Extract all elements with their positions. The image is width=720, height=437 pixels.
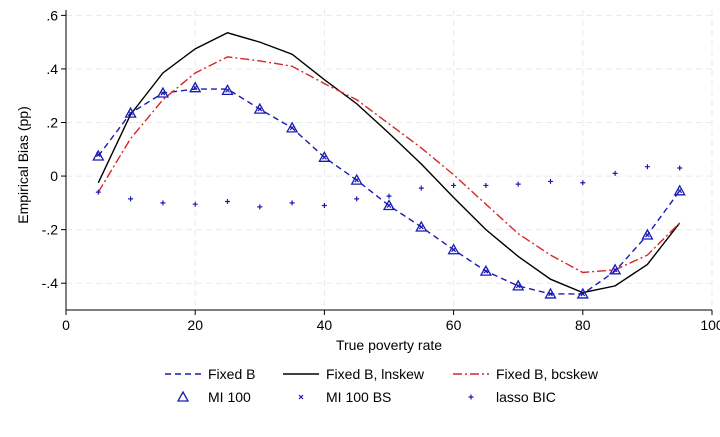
point-lasso-bic [257, 204, 263, 210]
point-mi-100-bs [677, 188, 683, 194]
point-lasso-bic [580, 180, 586, 186]
point-lasso-bic [354, 196, 360, 202]
legend-label-mi-100-bs: MI 100 BS [326, 389, 391, 405]
y-tick-label: .2 [46, 115, 58, 131]
point-mi-100 [253, 102, 266, 114]
y-axis-label: Empirical Bias (pp) [15, 106, 31, 223]
point-lasso-bic [515, 181, 521, 187]
axes: 0 20 40 60 80 100 -.4 -.2 0 .2 .4 .6 [42, 7, 720, 333]
point-lasso-bic [321, 203, 327, 209]
point-mi-100 [512, 279, 525, 291]
legend-label-mi-100: MI 100 [208, 389, 251, 405]
point-mi-100 [382, 199, 396, 211]
point-mi-100 [318, 150, 331, 162]
point-lasso-bic [483, 182, 489, 188]
point-mi-100 [285, 121, 299, 133]
point-mi-100-bs [128, 110, 134, 116]
point-mi-100-bs [354, 177, 360, 183]
series-line-fixed-b-lnskew [97, 32, 681, 294]
point-mi-100-bs [160, 90, 166, 96]
point-mi-100 [544, 287, 557, 299]
point-mi-100-bs [321, 154, 327, 160]
point-mi-100-bs [580, 291, 586, 297]
legend-label-fixed-b-bcskew: Fixed B, bcskew [496, 366, 599, 382]
point-mi-100 [350, 173, 363, 185]
point-mi-100 [641, 228, 654, 240]
point-mi-100 [156, 86, 170, 98]
plot-area [92, 32, 686, 299]
series-line-fixed-b-bcskew [97, 56, 681, 274]
x-tick-label: 40 [317, 317, 333, 333]
point-mi-100-bs [418, 224, 424, 230]
y-tick-label: .6 [46, 7, 58, 23]
point-mi-100 [479, 264, 493, 276]
point-mi-100 [447, 243, 460, 255]
point-mi-100-bs [548, 291, 553, 297]
gridlines [65, 10, 713, 310]
x-tick-label: 60 [446, 317, 462, 333]
point-mi-100-bs [483, 268, 489, 274]
point-lasso-bic [612, 170, 618, 176]
point-lasso-bic [451, 182, 457, 188]
point-mi-100-bs [192, 85, 198, 91]
point-lasso-bic [95, 189, 101, 195]
point-mi-100-bs [289, 125, 295, 131]
point-lasso-bic [418, 185, 424, 191]
point-mi-100-bs [257, 106, 263, 112]
legend-label-lasso-bic: lasso BIC [496, 389, 556, 405]
legend-label-fixed-b: Fixed B [208, 366, 255, 382]
legend-key-lasso-bic [468, 394, 474, 400]
point-mi-100-bs [386, 203, 392, 208]
point-mi-100 [189, 81, 202, 93]
point-mi-100-bs [451, 247, 457, 253]
point-mi-100-bs [644, 232, 650, 238]
x-tick-label: 100 [700, 317, 720, 333]
point-mi-100 [608, 263, 622, 275]
x-tick-label: 0 [62, 317, 70, 333]
y-tick-label: 0 [50, 168, 58, 184]
point-mi-100 [92, 149, 105, 161]
point-mi-100 [221, 84, 234, 96]
point-mi-100-bs [515, 283, 521, 289]
point-mi-100-bs [95, 152, 101, 158]
point-lasso-bic [386, 193, 392, 199]
point-lasso-bic [644, 164, 650, 170]
y-tick-label: -.4 [42, 275, 59, 291]
y-tick-label: -.2 [42, 222, 59, 238]
point-mi-100 [415, 220, 428, 232]
x-tick-label: 20 [187, 317, 203, 333]
x-tick-label: 80 [575, 317, 591, 333]
legend-key-mi-100-bs [298, 394, 304, 400]
point-lasso-bic [128, 196, 134, 202]
legend: Fixed B Fixed B, lnskew Fixed B, bcskew MI … [165, 366, 599, 405]
point-mi-100 [124, 106, 137, 118]
point-mi-100-bs [225, 87, 230, 93]
point-lasso-bic [548, 178, 553, 184]
point-mi-100-bs [612, 267, 618, 273]
legend-key-mi-100 [176, 390, 190, 402]
point-mi-100 [576, 287, 589, 299]
point-lasso-bic [289, 200, 295, 206]
x-axis-label: True poverty rate [336, 337, 442, 353]
legend-label-fixed-b-lnskew: Fixed B, lnskew [326, 366, 425, 382]
point-lasso-bic [225, 199, 230, 205]
y-tick-label: .4 [46, 61, 58, 77]
point-lasso-bic [677, 165, 683, 171]
point-lasso-bic [192, 201, 198, 207]
point-mi-100 [673, 184, 686, 196]
point-lasso-bic [160, 200, 166, 206]
